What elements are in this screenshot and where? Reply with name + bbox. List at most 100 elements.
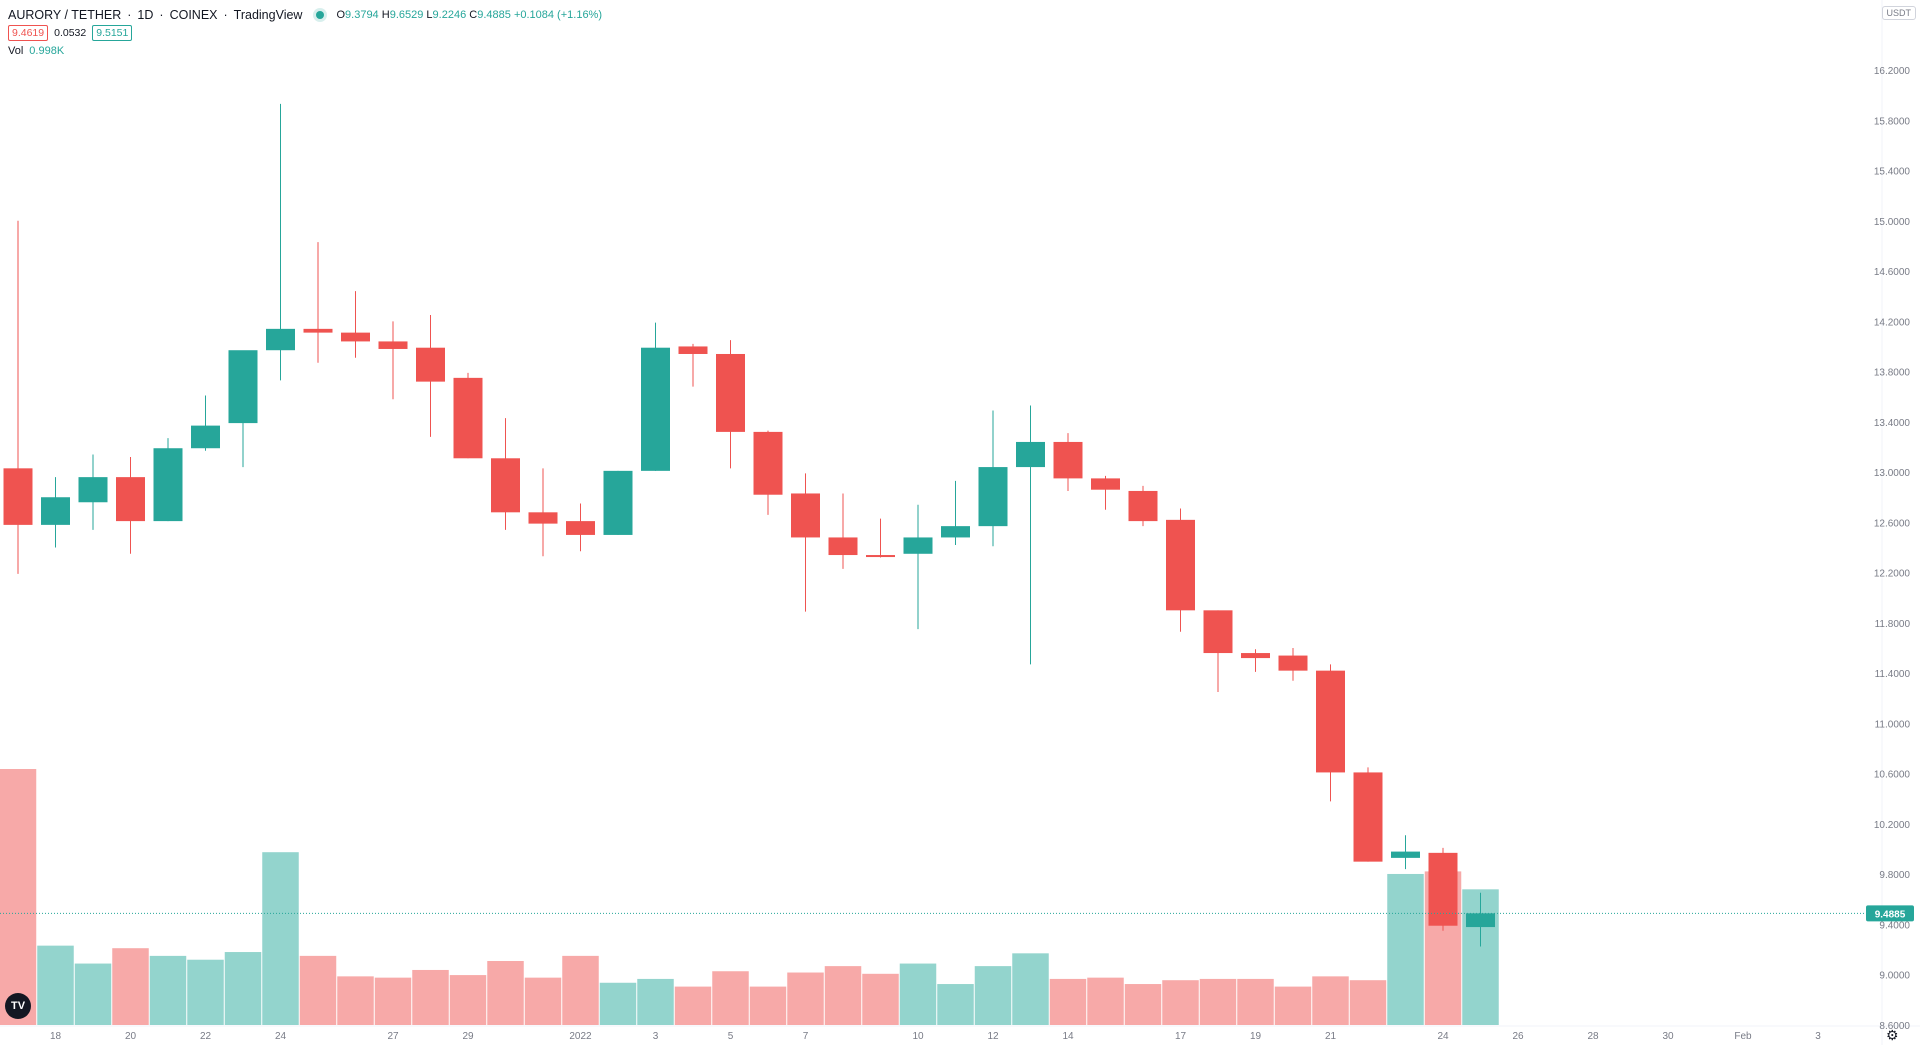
candle-body <box>641 347 670 471</box>
volume-bar <box>449 975 487 1025</box>
candle-body <box>603 470 633 535</box>
volume-bar <box>862 973 899 1025</box>
candle-body <box>1053 441 1083 479</box>
candle-body <box>566 521 595 535</box>
candle-body <box>1128 490 1158 522</box>
volume-bar <box>374 977 412 1025</box>
low-label: L <box>426 9 433 21</box>
separator: · <box>159 8 164 22</box>
candle-body <box>491 458 520 513</box>
volume-bar <box>1199 978 1237 1025</box>
price-tick-label: 11.8000 <box>1875 619 1911 630</box>
price-tick-label: 9.4000 <box>1879 920 1910 931</box>
last-price-label: 9.4885 <box>1875 909 1906 920</box>
time-tick-label: 27 <box>387 1031 399 1042</box>
close-value: 9.4885 <box>477 9 511 21</box>
buy-button[interactable]: 9.5151 <box>92 25 133 41</box>
time-tick-label: 21 <box>1325 1031 1337 1042</box>
price-tick-label: 12.2000 <box>1874 569 1911 580</box>
volume-bar <box>1049 978 1087 1025</box>
time-tick-label: 3 <box>653 1031 659 1042</box>
price-tick-label: 13.0000 <box>1874 468 1911 479</box>
gear-icon[interactable]: ⚙ <box>1886 1027 1899 1043</box>
candle-body <box>903 537 933 554</box>
time-tick-label: 5 <box>728 1031 734 1042</box>
time-tick-label: Feb <box>1734 1031 1752 1042</box>
candle-body <box>1241 653 1270 659</box>
price-tick-label: 9.0000 <box>1879 971 1910 982</box>
tradingview-logo-icon[interactable]: TV <box>5 993 31 1019</box>
candle-body <box>791 493 820 538</box>
time-tick-label: 2022 <box>569 1031 592 1042</box>
sell-button[interactable]: 9.4619 <box>8 25 49 41</box>
separator: · <box>223 8 228 22</box>
chart-legend: AURORY / TETHER · 1D · COINEX · TradingV… <box>8 6 602 60</box>
volume-bar <box>562 955 599 1025</box>
candle-body <box>303 328 333 333</box>
candle-body <box>1316 670 1345 773</box>
time-tick-label: 10 <box>912 1031 924 1042</box>
high-value: 9.6529 <box>389 9 424 21</box>
price-tick-label: 14.6000 <box>1874 267 1911 278</box>
price-tick-label: 15.8000 <box>1874 116 1911 127</box>
volume-bar <box>599 982 637 1025</box>
candle-body <box>378 341 408 349</box>
change-value: +0.1084 (+1.16%) <box>513 9 603 21</box>
price-tick-label: 12.6000 <box>1874 518 1911 529</box>
volume-bar <box>112 948 149 1025</box>
volume-bar <box>937 984 974 1025</box>
candle-body <box>266 328 295 351</box>
time-tick-label: 24 <box>275 1031 287 1042</box>
high-label: H <box>381 9 390 21</box>
time-tick-label: 12 <box>987 1031 999 1042</box>
volume-bar <box>1087 977 1124 1025</box>
candle-body <box>228 350 258 424</box>
symbol-name[interactable]: AURORY / TETHER <box>8 8 122 22</box>
candle-body <box>116 477 145 522</box>
last-price-badge <box>1866 905 1914 922</box>
candle-body <box>1466 913 1495 928</box>
candle-body <box>1428 852 1458 926</box>
candle-body <box>716 353 745 432</box>
volume-row: Vol 0.998K <box>8 42 602 60</box>
candle-body <box>528 512 558 524</box>
price-tick-label: 11.0000 <box>1875 719 1911 730</box>
price-tick-label: 16.2000 <box>1874 66 1911 77</box>
time-tick-label: 7 <box>803 1031 809 1042</box>
volume-bar <box>824 966 862 1025</box>
candle-body <box>1278 655 1308 671</box>
ohlc-values: O9.3794 H9.6529 L9.2246 C9.4885 +0.1084 … <box>336 7 602 23</box>
time-tick-label: 22 <box>200 1031 212 1042</box>
currency-badge[interactable]: USDT <box>1881 6 1916 20</box>
volume-bar <box>1237 978 1274 1025</box>
volume-bar <box>787 972 824 1025</box>
exchange-label: COINEX <box>169 8 218 22</box>
volume-bar <box>637 978 674 1025</box>
candle-body <box>78 477 108 503</box>
interval-label[interactable]: 1D <box>137 8 154 22</box>
candle-body <box>153 448 183 522</box>
candle-body <box>978 467 1008 527</box>
volume-bar <box>299 955 337 1025</box>
open-value: 9.3794 <box>345 9 379 21</box>
volume-bar <box>1124 984 1162 1025</box>
market-status-icon[interactable] <box>316 11 325 19</box>
volume-bar <box>899 963 937 1025</box>
volume-bar <box>337 976 374 1025</box>
spread-value: 0.0532 <box>54 27 87 39</box>
candle-body <box>753 431 783 495</box>
price-tick-label: 15.0000 <box>1874 217 1911 228</box>
volume-bar <box>262 852 299 1025</box>
candle-body <box>341 332 370 342</box>
candle-body <box>1016 441 1045 468</box>
volume-bar <box>224 952 262 1025</box>
volume-bar <box>1387 873 1424 1025</box>
volume-label[interactable]: Vol <box>8 45 24 57</box>
volume-bar <box>1349 980 1387 1025</box>
time-tick-label: 14 <box>1062 1031 1074 1042</box>
close-label: C <box>469 9 478 21</box>
volume-bar <box>712 971 749 1025</box>
volume-bar <box>1162 980 1199 1025</box>
volume-bar <box>674 986 712 1025</box>
